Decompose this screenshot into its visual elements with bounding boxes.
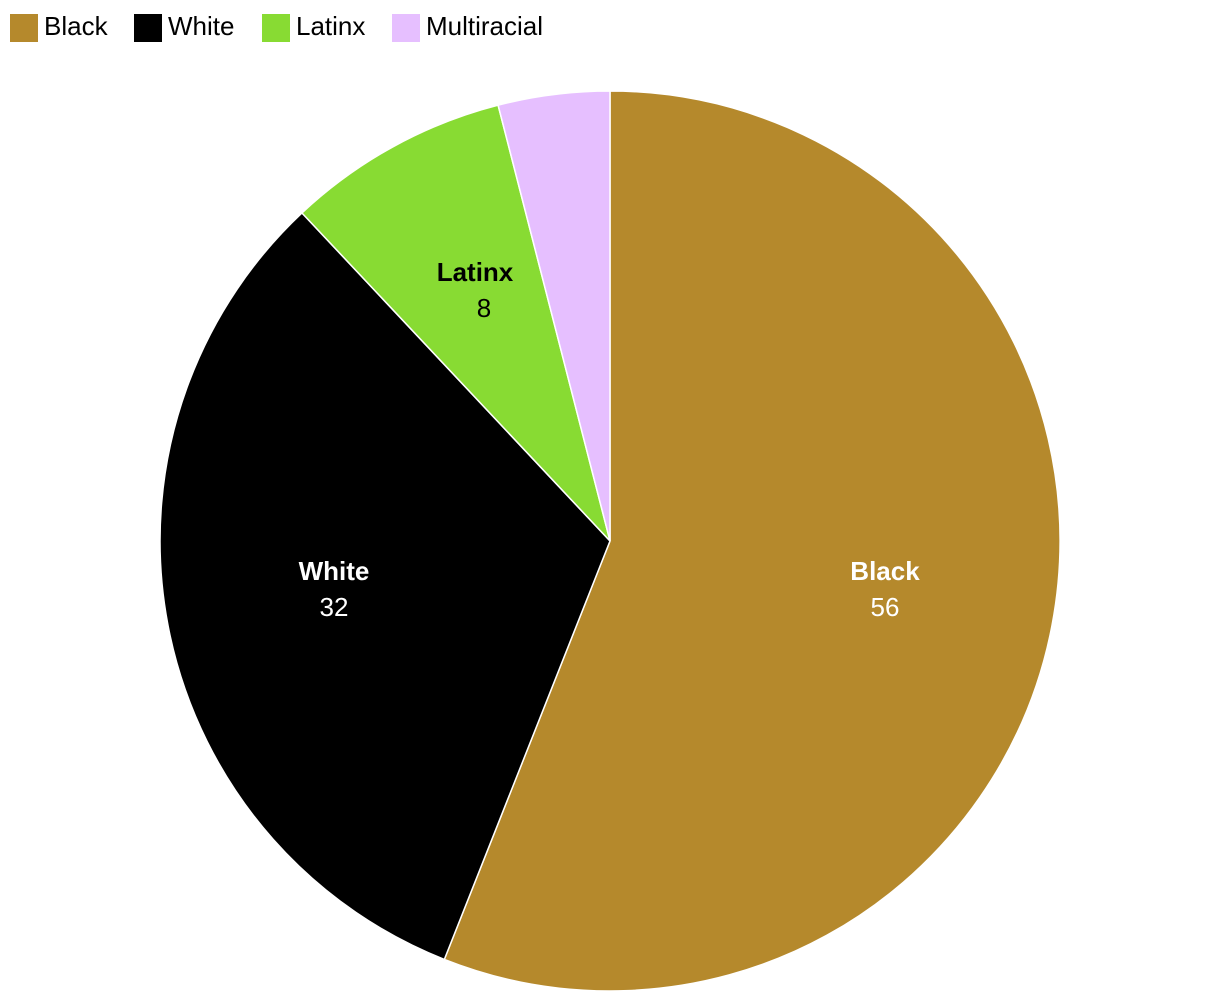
slice-label: White xyxy=(299,556,370,586)
slice-value: 56 xyxy=(871,592,900,622)
slice-label: Black xyxy=(850,556,920,586)
legend-label: Black xyxy=(44,11,109,41)
legend-label: Multiracial xyxy=(426,11,543,41)
slice-label: Latinx xyxy=(437,257,514,287)
legend-swatch xyxy=(10,14,38,42)
pie-slice xyxy=(443,90,1061,992)
legend-swatch xyxy=(392,14,420,42)
legend-swatch xyxy=(134,14,162,42)
pie-slice xyxy=(300,104,611,542)
legend-label: White xyxy=(168,11,234,41)
slice-value: 32 xyxy=(320,592,349,622)
legend-label: Latinx xyxy=(296,11,365,41)
pie-slice xyxy=(497,90,611,542)
pie-slice xyxy=(159,211,611,961)
legend-swatch xyxy=(262,14,290,42)
slice-value: 8 xyxy=(477,293,491,323)
